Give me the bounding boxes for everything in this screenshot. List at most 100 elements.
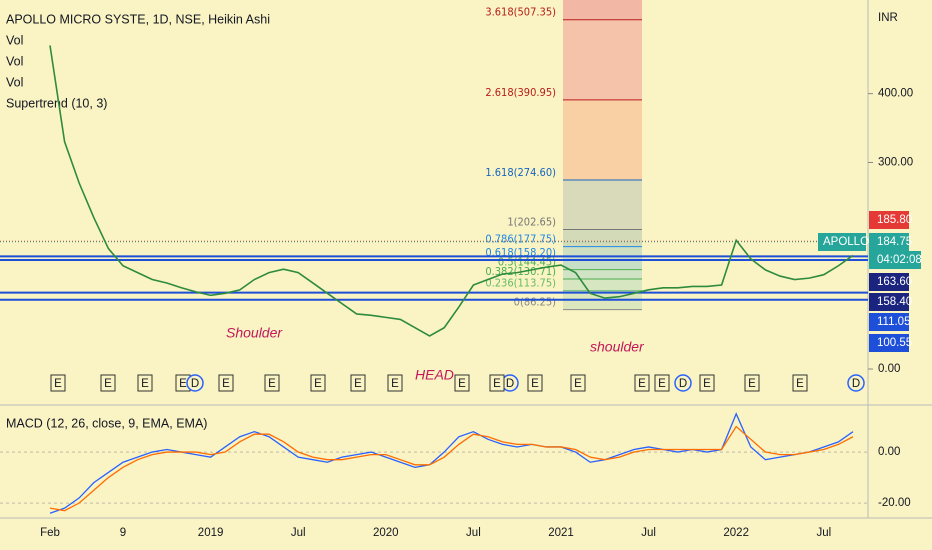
macd-title: MACD (12, 26, close, 9, EMA, EMA) [6,416,207,430]
event-marker [527,374,543,392]
event-marker [654,374,670,392]
event-label: D [679,378,687,390]
event-label: D [191,378,199,390]
event-marker [218,374,234,392]
annotation: shoulder [590,339,645,355]
countdown: 04:02:08 [877,254,922,266]
annotation: Shoulder [226,325,283,341]
event-marker [489,374,505,392]
fib-label: 3.618(507.35) [485,6,556,19]
fib-band [563,19,642,100]
annotation: HEAD [415,367,454,383]
x-tick-label: 9 [120,527,126,539]
indicator: Vol [6,33,23,47]
x-tick-label: Jul [641,527,656,539]
indicator: Vol [6,75,23,89]
price-tag-label: 163.60 [877,276,912,288]
event-label: E [314,378,322,390]
currency: INR [878,12,898,24]
fib-label: 1(202.65) [507,216,556,229]
symbol-tag [818,233,866,251]
event-marker [570,374,586,392]
price-tag [869,233,909,251]
y-tick-label: 400.00 [878,88,913,100]
y-tick-label: 300.00 [878,157,913,169]
fib-band [563,269,642,280]
title: APOLLO MICRO SYSTE, 1D, NSE, Heikin Ashi [6,12,270,26]
fib-band [563,260,642,270]
event-marker [744,374,760,392]
price-tag [869,293,909,311]
event-marker [50,374,66,392]
event-marker [264,374,280,392]
indicator: Supertrend (10, 3) [6,96,107,110]
event-label: E [141,378,149,390]
y-tick-label: 0.00 [878,446,900,458]
fib-band [563,246,642,261]
event-label: E [222,378,230,390]
fib-band [563,279,642,291]
event-marker [310,374,326,392]
price-tag [869,313,909,331]
price-tag-label: 111.05 [877,316,910,328]
event-marker [387,374,403,392]
x-tick-label: 2019 [198,527,224,539]
fib-label: 0(86.25) [514,296,556,309]
price-tag-label: 100.55 [877,337,912,349]
event-label: E [574,378,582,390]
price-tag-label: 158.40 [877,296,912,308]
event-marker [847,374,865,392]
event-label: E [54,378,62,390]
event-label: E [104,378,112,390]
series-line [49,425,854,512]
fib-band [563,0,642,20]
x-tick-label: Feb [40,527,60,539]
fib-label: 1.618(274.60) [485,166,556,179]
event-marker [186,374,204,392]
event-label: E [531,378,539,390]
event-label: E [354,378,362,390]
event-label: E [703,378,711,390]
event-marker [100,374,116,392]
x-tick-label: Jul [291,527,306,539]
event-label: E [748,378,756,390]
y-tick-label: -20.00 [878,497,911,509]
price-tag [869,211,909,229]
event-marker [454,374,470,392]
event-marker [634,374,650,392]
x-tick-label: 2020 [373,527,399,539]
event-label: E [268,378,276,390]
event-label: D [506,378,514,390]
price-tag-label: 185.80 [877,214,912,226]
event-label: E [658,378,666,390]
event-marker [350,374,366,392]
fib-label: 2.618(390.95) [485,86,556,99]
countdown-tag [869,251,921,269]
event-label: E [391,378,399,390]
event-marker [792,374,808,392]
price-tag [869,273,909,291]
fib-label: 0.236(113.75) [485,277,556,290]
symbol-label: APOLLO [823,236,869,248]
event-label: D [852,378,860,390]
y-tick-label: 0.00 [878,363,900,375]
fib-label: 0.786(177.75) [485,233,556,246]
price-tag [869,334,909,352]
x-tick-label: Jul [816,527,831,539]
event-marker [699,374,715,392]
fib-label: 0.5(144.45) [498,256,556,269]
fib-band [563,99,642,180]
event-label: E [796,378,804,390]
fib-band [563,179,642,230]
x-tick-label: Jul [466,527,481,539]
indicator: Vol [6,54,23,68]
fib-band [563,229,642,247]
price-tag-label: 184.75 [877,236,912,248]
series-line [49,45,854,337]
event-label: E [458,378,466,390]
event-marker [674,374,692,392]
event-label: E [638,378,646,390]
x-tick-label: 2022 [723,527,749,539]
